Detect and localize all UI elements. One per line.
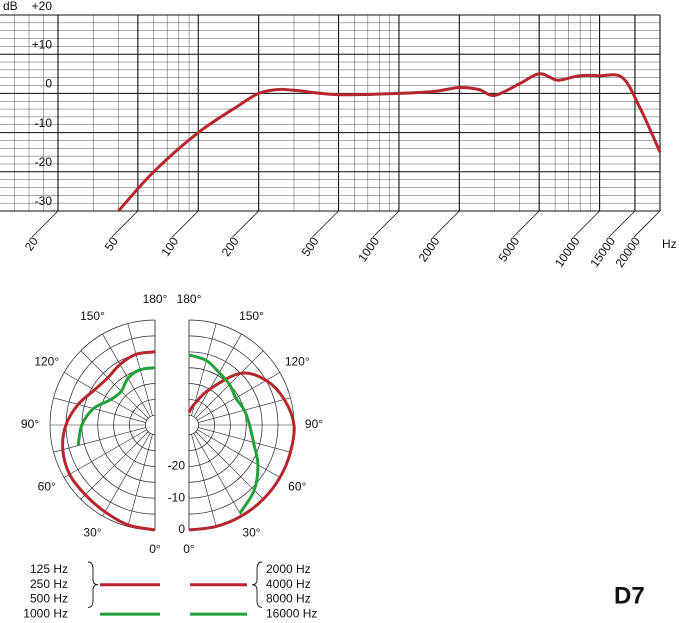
angle-label: 180°	[143, 292, 168, 306]
tick-connector	[608, 210, 636, 238]
polar-curve	[188, 353, 260, 515]
model-name: D7	[614, 582, 645, 609]
legend-label: 1000 Hz	[23, 606, 68, 620]
x-tick-label: 500	[299, 234, 322, 259]
tick-connector	[512, 210, 540, 238]
angle-label: 120°	[285, 355, 310, 369]
tick-connector	[31, 210, 59, 238]
tick-connector	[232, 210, 259, 238]
polar-spoke	[102, 433, 151, 517]
x-tick-label: 100	[158, 234, 181, 259]
tick-connector	[433, 210, 460, 238]
tick-connector	[573, 210, 600, 238]
y-axis-label: dB	[3, 0, 18, 13]
polar-spoke	[53, 427, 146, 453]
legend-label: 16000 Hz	[266, 606, 317, 620]
polar-curve	[76, 366, 156, 446]
x-tick-label: 2000	[416, 234, 443, 264]
polar-spoke	[102, 333, 151, 417]
legend-label: 8000 Hz	[266, 592, 311, 606]
radial-tick-label: 0	[178, 522, 185, 536]
legend-label: 250 Hz	[30, 577, 68, 591]
x-tick-label: 5000	[495, 234, 522, 264]
polar-spoke	[63, 429, 147, 478]
angle-label: 60°	[38, 480, 56, 494]
legend-brace	[87, 561, 99, 608]
y-tick-label: +20	[32, 0, 53, 13]
angle-label: 120°	[34, 355, 59, 369]
response-curve	[117, 72, 662, 213]
y-tick-label: +10	[32, 37, 53, 51]
polar-spoke	[80, 431, 149, 500]
x-tick-label: 50	[102, 234, 121, 253]
angle-label: 90°	[305, 417, 323, 431]
polar-spoke	[193, 433, 242, 517]
angle-label: 0°	[183, 542, 195, 556]
polar-spoke	[193, 333, 242, 417]
polar-spoke	[195, 431, 264, 500]
x-tick-label: 20	[22, 234, 41, 253]
angle-label: 60°	[288, 480, 306, 494]
angle-label: 30°	[83, 525, 101, 539]
legend-brace	[251, 561, 263, 608]
angle-label: 90°	[21, 417, 39, 431]
polar-curve	[61, 350, 156, 532]
polar-curve	[187, 371, 296, 532]
polar-ring	[145, 415, 156, 435]
angle-label: 150°	[239, 309, 264, 323]
tick-connector	[372, 210, 400, 238]
legend-label: 125 Hz	[30, 562, 68, 576]
radial-tick-label: -10	[168, 490, 186, 504]
polar-spoke	[63, 372, 147, 421]
polar-spoke	[197, 429, 281, 478]
angle-label: 0°	[149, 542, 161, 556]
x-tick-label: 20000	[612, 234, 643, 270]
tick-connector	[312, 210, 339, 238]
x-axis-label: Hz	[662, 237, 677, 251]
x-tick-label: 1000	[355, 234, 382, 264]
x-tick-label: 10000	[552, 234, 583, 270]
polar-spoke	[191, 434, 217, 527]
tick-connector	[633, 210, 661, 238]
polar-ring	[188, 415, 199, 435]
radial-tick-label: -20	[168, 459, 186, 473]
tick-connector	[111, 210, 139, 238]
polar-spoke	[80, 350, 149, 419]
polar-spoke	[53, 397, 146, 423]
x-tick-label: 200	[219, 234, 242, 259]
legend-label: 4000 Hz	[266, 577, 311, 591]
angle-label: 180°	[177, 292, 202, 306]
x-tick-label: 15000	[587, 234, 618, 270]
angle-label: 30°	[242, 525, 260, 539]
y-tick-label: -10	[35, 116, 53, 130]
polar-spoke	[198, 427, 291, 453]
angle-label: 150°	[80, 309, 105, 323]
legend-label: 500 Hz	[30, 592, 68, 606]
legend-label: 2000 Hz	[266, 562, 311, 576]
y-tick-label: 0	[45, 77, 52, 91]
polar-spoke	[127, 434, 153, 527]
y-tick-label: -20	[35, 155, 53, 169]
y-tick-label: -30	[35, 194, 53, 208]
tick-connector	[171, 210, 199, 238]
